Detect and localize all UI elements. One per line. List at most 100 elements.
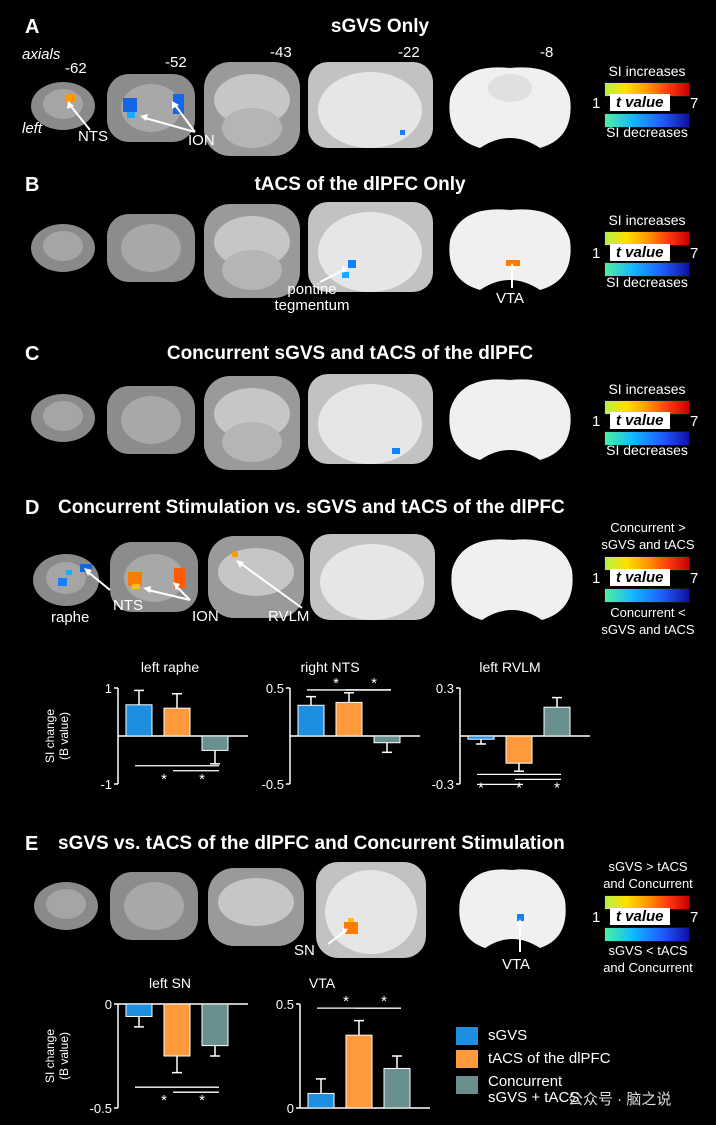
- annotation-vta-e: VTA: [502, 956, 531, 973]
- legend-c-max: 7: [690, 413, 699, 430]
- legend-e-cool-bar: [604, 927, 690, 942]
- annotation-ion-a: ION: [188, 132, 215, 149]
- axial-slice-a3: [204, 62, 300, 156]
- sig-star: *: [554, 779, 560, 796]
- y-axis-label: SI change: [43, 1029, 57, 1083]
- legend-a-top: SI increases: [608, 63, 686, 79]
- y-tick-label: -0.3: [432, 777, 454, 792]
- bar-legend-label-sgvs: sGVS: [488, 1027, 528, 1044]
- legend-e-min: 1: [592, 909, 601, 926]
- sig-star: *: [343, 993, 349, 1010]
- legend-b-top: SI increases: [608, 212, 686, 228]
- axial-slice-c2: [107, 386, 195, 454]
- annotation-pontine: pontine tegmentum: [274, 281, 350, 314]
- axial-slice-b5: [449, 209, 571, 290]
- axial-slice-d5: [451, 539, 573, 620]
- bar-concurrent: [373, 735, 401, 744]
- legend-c-top: SI increases: [608, 381, 686, 397]
- arrows-b: [319, 263, 516, 288]
- panel-d-title: Concurrent Stimulation vs. sGVS and tACS…: [58, 497, 565, 518]
- panel-e-title: sGVS vs. tACS of the dlPFC and Concurren…: [58, 833, 565, 854]
- bar-chart-vta: VTA 0.5 0 * *: [276, 975, 430, 1116]
- legend-d-tval: t value: [610, 569, 670, 586]
- bar-sgvs: [125, 1003, 153, 1017]
- y-tick-label: 0.3: [436, 681, 454, 696]
- bar-legend-label-concurrent: Concurrent sGVS + tACS: [488, 1073, 580, 1106]
- legend-a-min: 1: [592, 95, 601, 112]
- axial-slice-e5: [459, 869, 566, 948]
- slice-level-3: -43: [270, 44, 292, 61]
- axial-slice-e1: [34, 882, 98, 930]
- slice-level-1: -62: [65, 60, 87, 77]
- sig-star: *: [381, 993, 387, 1010]
- axial-slice-c3: [204, 376, 300, 470]
- axial-slice-c5: [449, 379, 571, 460]
- chart-title: right NTS: [300, 659, 359, 675]
- legend-c-min: 1: [592, 413, 601, 430]
- bar-tacs-of-the-dlpfc: [345, 1034, 373, 1109]
- axial-slice-d1: [33, 554, 99, 606]
- y-tick-label: 0.5: [276, 997, 294, 1012]
- chart-title: left raphe: [141, 659, 200, 675]
- legend-b-min: 1: [592, 245, 601, 262]
- panel-d-letter: D: [25, 497, 40, 519]
- bar-legend-swatch-sgvs: [456, 1027, 478, 1045]
- bar-sgvs: [125, 704, 153, 737]
- arrows-e: [327, 919, 524, 952]
- slice-level-5: -8: [540, 44, 554, 61]
- axials-label: axials: [22, 46, 61, 63]
- panel-a-letter: A: [25, 16, 40, 38]
- legend-e-bottom: sGVS < tACS and Concurrent: [603, 943, 693, 975]
- axial-slice-d3: [208, 536, 304, 618]
- y-axis-label: (B value): [57, 712, 71, 760]
- left-label: left: [22, 120, 43, 137]
- annotation-ion-d: ION: [192, 608, 219, 625]
- panel-c-letter: C: [25, 343, 40, 365]
- bar-concurrent: [383, 1067, 411, 1109]
- sig-star: *: [516, 779, 522, 796]
- bar-chart-right-nts: right NTS 0.5 -0.5 * *: [262, 659, 420, 792]
- axial-slice-a5: [449, 67, 571, 148]
- sig-star: *: [478, 779, 484, 796]
- legend-d-cool-bar: [604, 588, 690, 603]
- axial-slice-b1: [31, 224, 95, 272]
- axial-slice-e4: [316, 862, 426, 958]
- annotation-rvlm: RVLM: [268, 608, 310, 625]
- arrows-d: [84, 560, 303, 609]
- bar-legend-label-tacs: tACS of the dlPFC: [488, 1050, 611, 1067]
- legend-c-cool-bar: [604, 431, 690, 446]
- bar-tacs-of-the-dlpfc: [505, 735, 533, 764]
- axial-slice-b3: [204, 204, 300, 298]
- axial-slice-b2: [107, 214, 195, 282]
- legend-a-tval: t value: [610, 94, 670, 111]
- legend-b-cool-bar: [604, 262, 690, 277]
- panel-c-title: Concurrent sGVS and tACS of the dlPFC: [166, 343, 534, 364]
- chart-title: left SN: [149, 975, 191, 991]
- bar-chart-left-rvlm: left RVLM 0.3 -0.3 * * *: [432, 659, 590, 796]
- annotation-nts-d: NTS: [113, 597, 143, 614]
- y-tick-label: 0: [105, 997, 112, 1012]
- bar-sgvs: [297, 704, 325, 737]
- bar-legend-swatch-tacs: [456, 1050, 478, 1068]
- annotation-nts-a: NTS: [78, 128, 108, 145]
- sig-star: *: [199, 771, 205, 788]
- legend-a-max: 7: [690, 95, 699, 112]
- y-tick-label: -1: [100, 777, 112, 792]
- bar-tacs-of-the-dlpfc: [335, 701, 363, 737]
- legend-c-bottom: SI decreases: [606, 442, 688, 458]
- y-tick-label: 0: [287, 1101, 294, 1116]
- bar-concurrent: [543, 706, 571, 737]
- bar-concurrent: [201, 1003, 229, 1047]
- panel-a-title: sGVS Only: [330, 16, 430, 37]
- axial-slice-a1: [31, 82, 95, 130]
- sig-star: *: [161, 1092, 167, 1109]
- legend-d-max: 7: [690, 570, 699, 587]
- arrows-a: [67, 101, 196, 133]
- bar-legend-swatch-concurrent: [456, 1076, 478, 1094]
- sig-star: *: [199, 1092, 205, 1109]
- bar-chart-left-sn: left SN SI change (B value) 0 -0.5 * *: [43, 975, 248, 1116]
- slice-level-4: -22: [398, 44, 420, 61]
- panel-b-letter: B: [25, 174, 40, 196]
- legend-c-tval: t value: [610, 412, 670, 429]
- annotation-raphe: raphe: [51, 609, 90, 626]
